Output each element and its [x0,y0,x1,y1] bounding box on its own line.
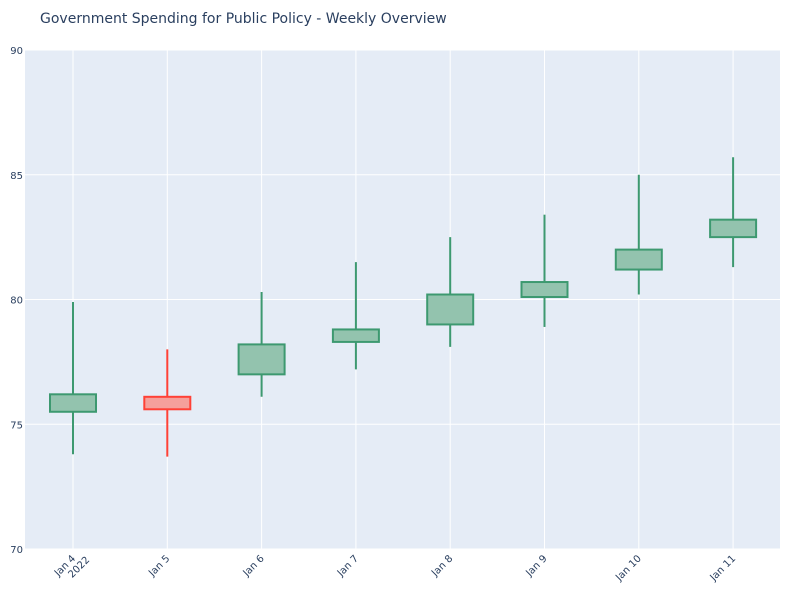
y-tick-label: 90 [10,46,23,57]
x-tick-label: Jan 11 [708,553,739,584]
candle-body [143,395,192,411]
y-axis: 70 75 80 85 90 [10,46,23,556]
x-tick-label: Jan 42022 [52,547,92,587]
candle-body [520,281,569,299]
candle-2022-01-05 [143,349,192,457]
candle-body [49,393,97,413]
x-tick-label: Jan 10 [613,553,644,584]
candles [49,157,758,457]
grid-lines [25,49,780,550]
candle-2022-01-09 [520,214,569,327]
candle-2022-01-10 [614,174,663,295]
candle-body [426,293,475,326]
x-tick-label: Jan 9 [523,553,549,579]
candle-body [709,218,758,239]
y-tick-label: 75 [10,420,23,431]
x-tick-label: Jan 8 [429,553,455,579]
x-tick-label: Jan 6 [241,553,267,579]
candle-2022-01-04 [49,301,97,455]
candle-body [614,248,663,271]
y-tick-label: 85 [10,171,23,182]
x-tick-label: Jan 7 [335,553,361,579]
candle-2022-01-08 [426,237,475,347]
y-tick-label: 70 [10,545,23,556]
candle-2022-01-11 [709,157,758,268]
chart-title: Government Spending for Public Policy - … [40,11,447,27]
candle-2022-01-07 [331,262,380,370]
candle-body [237,343,286,376]
y-tick-label: 80 [10,296,23,307]
x-tick-label: Jan 5 [146,553,172,579]
candle-body [331,328,380,343]
x-axis: Jan 42022 Jan 5 Jan 6 Jan 7 Jan 8 Jan 9 Jan 10… [52,547,739,587]
candle-2022-01-06 [237,292,286,397]
